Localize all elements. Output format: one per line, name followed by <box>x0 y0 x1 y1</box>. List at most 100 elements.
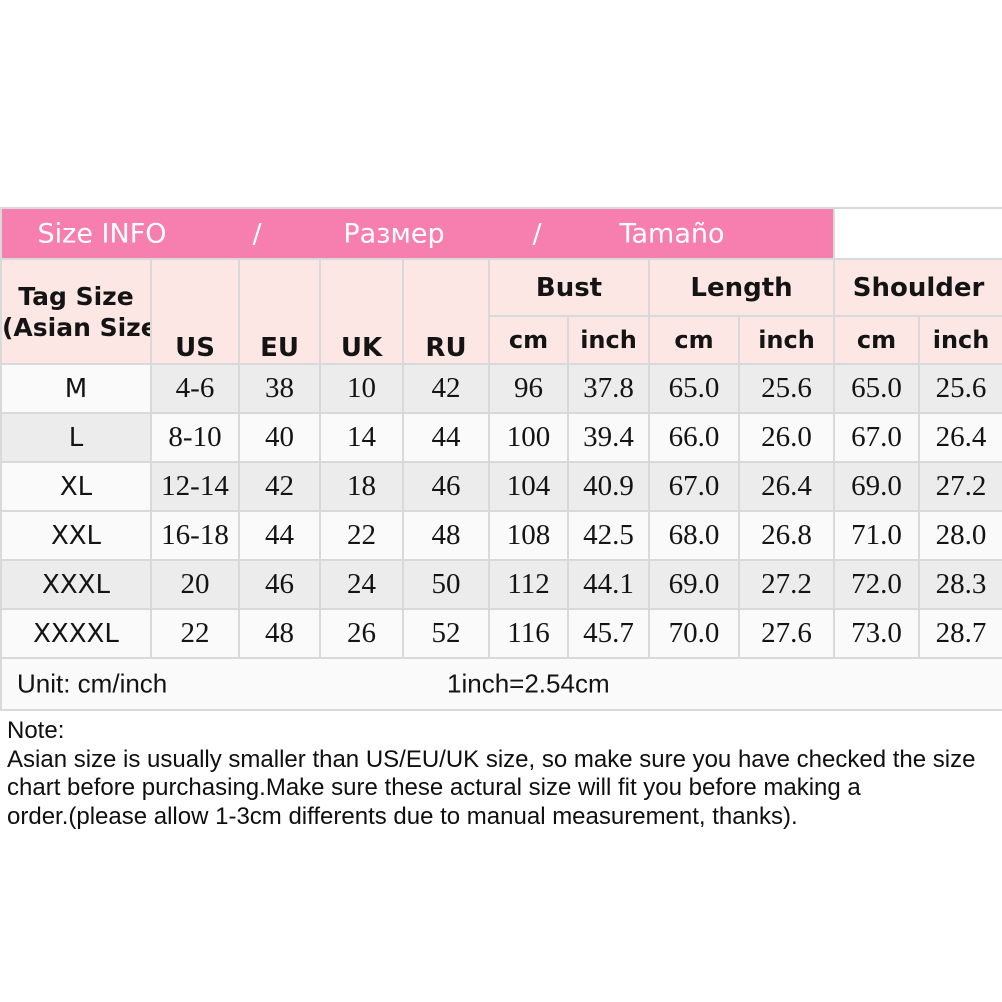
value-cell: 44 <box>238 510 321 561</box>
value-cell: 68.0 <box>648 510 740 561</box>
size-row-l: L 8-10 40 14 44 100 39.4 66.0 26.0 67.0 … <box>0 412 1002 463</box>
value-cell: 28.3 <box>918 559 1002 610</box>
value-cell: 69.0 <box>833 461 921 512</box>
note-label: Note: <box>7 717 65 744</box>
banner-slash-2: / <box>532 218 542 249</box>
note-line: chart before purchasing.Make sure these … <box>7 774 861 801</box>
value-cell: 27.6 <box>737 608 836 659</box>
size-info-banner: Size INFO / Размер / Tamaño <box>0 207 836 260</box>
value-cell: 28.7 <box>918 608 1002 659</box>
header-unit-row: cm inch cm inch cm inch <box>1 315 1002 365</box>
value-cell: 44.1 <box>567 559 650 610</box>
col-group-shoulder: Shoulder <box>833 258 1002 317</box>
value-cell: 112 <box>488 559 569 610</box>
value-cell: 26.0 <box>737 412 836 463</box>
value-cell: 71.0 <box>833 510 921 561</box>
tag-cell: XXXL <box>0 559 152 610</box>
col-header-us: US <box>150 258 240 365</box>
value-cell: 8-10 <box>150 412 240 463</box>
tag-size-header: Tag Size (Asian Size) <box>0 258 152 365</box>
size-row-xxxl: XXXL 20 46 24 50 112 44.1 69.0 27.2 72.0… <box>0 559 1002 610</box>
banner-row: Size INFO / Размер / Tamaño <box>0 207 1002 260</box>
value-cell: 116 <box>488 608 569 659</box>
value-cell: 42 <box>402 363 490 414</box>
banner-text-razmer: Размер <box>343 218 445 249</box>
value-cell: 70.0 <box>648 608 740 659</box>
value-cell: 10 <box>319 363 404 414</box>
top-whitespace <box>0 0 1002 207</box>
value-cell: 48 <box>238 608 321 659</box>
col-group-length: Length <box>647 258 836 317</box>
value-cell: 104 <box>488 461 569 512</box>
value-cell: 26 <box>319 608 404 659</box>
subcol-bust-inch: inch <box>567 315 650 365</box>
tag-size-header-line1: Tag Size <box>18 281 134 311</box>
note-line: order.(please allow 1-3cm differents due… <box>7 802 798 830</box>
value-cell: 38 <box>238 363 321 414</box>
empty-corner-cell <box>833 207 1002 260</box>
value-cell: 16-18 <box>150 510 240 561</box>
value-cell: 46 <box>238 559 321 610</box>
value-cell: 27.2 <box>737 559 836 610</box>
value-cell: 46 <box>402 461 490 512</box>
unit-bar: Unit: cm/inch 1inch=2.54cm <box>0 657 1002 711</box>
tag-cell: M <box>0 363 152 414</box>
col-group-bust: Bust <box>488 258 650 317</box>
value-cell: 37.8 <box>567 363 650 414</box>
tag-cell: L <box>0 412 152 463</box>
value-cell: 42 <box>238 461 321 512</box>
col-header-uk: UK <box>319 258 404 365</box>
note-block: Note: Asian size is usually smaller than… <box>0 711 1002 831</box>
value-cell: 26.4 <box>918 412 1002 463</box>
value-cell: 45.7 <box>567 608 650 659</box>
value-cell: 96 <box>488 363 569 414</box>
value-cell: 108 <box>488 510 569 561</box>
value-cell: 39.4 <box>567 412 650 463</box>
value-cell: 66.0 <box>648 412 740 463</box>
size-row-xl: XL 12-14 42 18 46 104 40.9 67.0 26.4 69.… <box>0 461 1002 512</box>
value-cell: 25.6 <box>737 363 836 414</box>
value-cell: 27.2 <box>918 461 1002 512</box>
value-cell: 26.8 <box>737 510 836 561</box>
subcol-length-inch: inch <box>737 315 836 365</box>
value-cell: 4-6 <box>150 363 240 414</box>
value-cell: 73.0 <box>833 608 921 659</box>
value-cell: 14 <box>319 412 404 463</box>
header-group-row: Tag Size (Asian Size) US EU UK RU Bust L… <box>0 258 1002 365</box>
subcol-length-cm: cm <box>648 315 740 365</box>
value-cell: 67.0 <box>648 461 740 512</box>
value-cell: 44 <box>402 412 490 463</box>
size-table: Size INFO / Размер / Tamaño Tag Size (As… <box>0 207 1002 711</box>
value-cell: 72.0 <box>833 559 921 610</box>
value-cell: 25.6 <box>918 363 1002 414</box>
value-cell: 18 <box>319 461 404 512</box>
subcol-bust-cm: cm <box>488 315 569 365</box>
unit-label: Unit: cm/inch <box>17 668 168 699</box>
tag-size-header-line2: (Asian Size) <box>2 312 149 342</box>
size-row-m: M 4-6 38 10 42 96 37.8 65.0 25.6 65.0 25… <box>0 363 1002 414</box>
value-cell: 28.0 <box>918 510 1002 561</box>
banner-text-tamano: Tamaño <box>619 218 725 249</box>
conversion-label: 1inch=2.54cm <box>447 668 610 699</box>
value-cell: 40.9 <box>567 461 650 512</box>
col-header-eu: EU <box>238 258 321 365</box>
value-cell: 40 <box>238 412 321 463</box>
value-cell: 42.5 <box>567 510 650 561</box>
value-cell: 12-14 <box>150 461 240 512</box>
tag-cell: XXL <box>0 510 152 561</box>
tag-cell: XXXXL <box>0 608 152 659</box>
size-row-xxxxl: XXXXL 22 48 26 52 116 45.7 70.0 27.6 73.… <box>0 608 1002 659</box>
banner-text-size-info: Size INFO <box>37 218 167 249</box>
value-cell: 100 <box>488 412 569 463</box>
value-cell: 67.0 <box>833 412 921 463</box>
value-cell: 50 <box>402 559 490 610</box>
subcol-shoulder-inch: inch <box>918 315 1002 365</box>
value-cell: 24 <box>319 559 404 610</box>
value-cell: 48 <box>402 510 490 561</box>
value-cell: 69.0 <box>648 559 740 610</box>
value-cell: 20 <box>150 559 240 610</box>
col-header-ru: RU <box>402 258 490 365</box>
unit-row: Unit: cm/inch 1inch=2.54cm <box>0 657 1002 711</box>
banner-slash-1: / <box>252 218 262 249</box>
